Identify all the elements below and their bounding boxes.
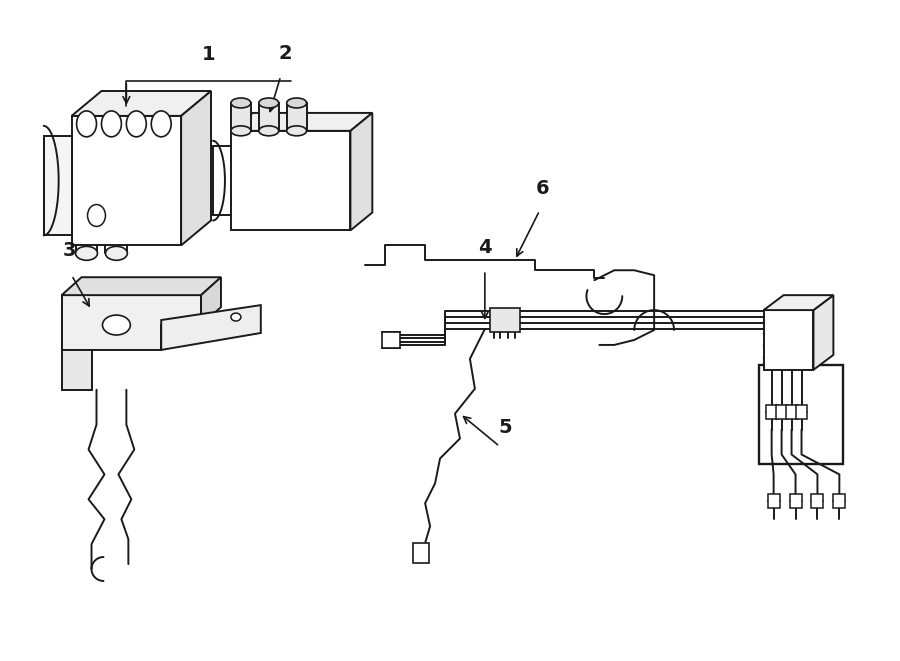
Ellipse shape [126,111,147,137]
Bar [768,494,779,508]
Bar [766,405,778,418]
Ellipse shape [231,126,251,136]
Ellipse shape [105,247,128,260]
Bar [759,365,843,465]
Polygon shape [259,103,279,131]
Text: 1: 1 [202,45,215,64]
Bar [776,405,788,418]
Text: 4: 4 [478,239,491,257]
Ellipse shape [259,98,279,108]
Bar [786,405,797,418]
Polygon shape [287,103,307,131]
Polygon shape [61,350,92,390]
Polygon shape [350,113,373,231]
Bar [382,332,400,348]
Ellipse shape [87,204,105,227]
Bar [764,310,814,370]
Bar [413,543,429,563]
Ellipse shape [259,126,279,136]
Bar [789,494,802,508]
Ellipse shape [231,98,251,108]
Polygon shape [201,277,221,325]
Text: 5: 5 [498,418,511,436]
Bar [812,494,824,508]
Polygon shape [814,295,833,370]
Polygon shape [44,136,72,235]
Polygon shape [231,103,251,131]
Polygon shape [72,91,211,116]
Bar [833,494,845,508]
Polygon shape [231,131,350,231]
Polygon shape [61,277,221,295]
Ellipse shape [102,111,122,137]
Ellipse shape [76,247,97,260]
Bar [796,405,807,418]
Ellipse shape [231,313,241,321]
Polygon shape [764,295,833,310]
Polygon shape [61,295,201,350]
Ellipse shape [103,315,130,335]
Text: 2: 2 [279,44,292,63]
Text: 6: 6 [536,178,549,198]
Ellipse shape [76,111,96,137]
Bar [490,308,519,332]
Polygon shape [161,305,261,350]
Polygon shape [72,116,181,245]
Text: 3: 3 [63,241,76,260]
Ellipse shape [287,126,307,136]
Polygon shape [231,113,373,131]
Polygon shape [181,91,211,245]
Ellipse shape [151,111,171,137]
Ellipse shape [287,98,307,108]
